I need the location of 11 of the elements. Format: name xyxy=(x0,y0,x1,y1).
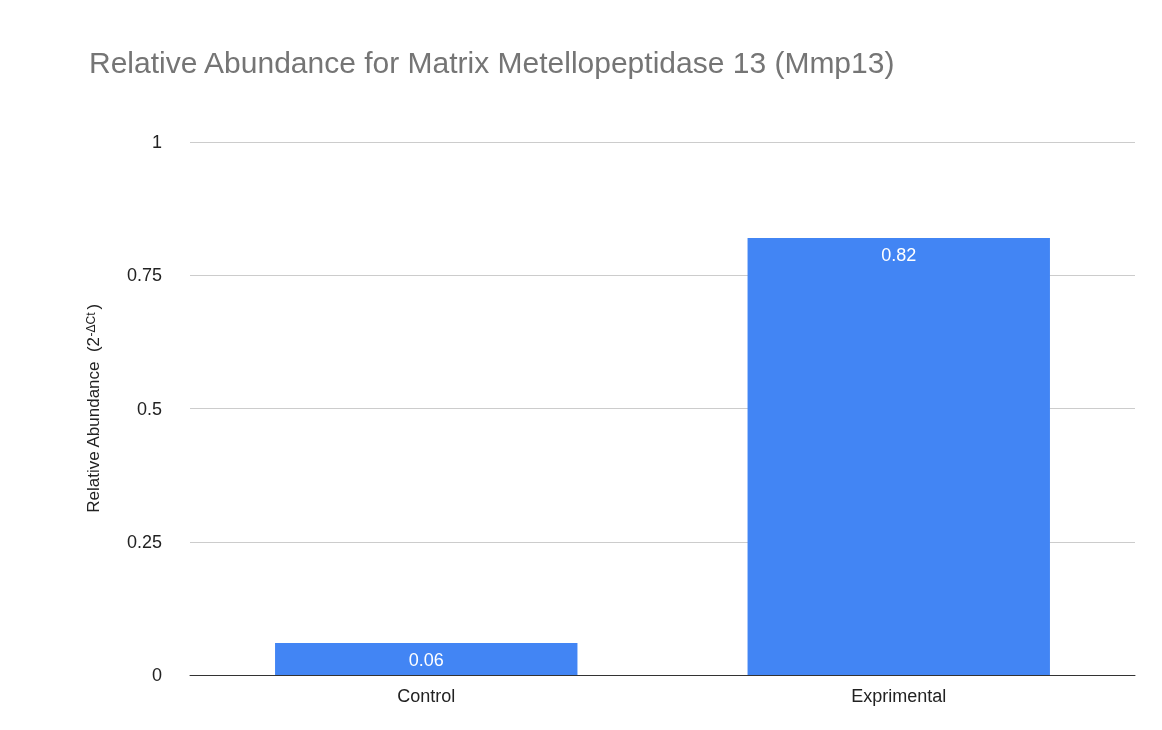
data-label: 0.06 xyxy=(408,650,444,671)
y-tick-label: 0.75 xyxy=(126,265,162,286)
data-label: 0.82 xyxy=(881,244,917,265)
x-tick-label: Exprimental xyxy=(851,686,947,706)
y-tick-label: 0 xyxy=(151,665,162,685)
y-tick-label: 0.25 xyxy=(126,531,162,552)
y-tick-label: 1 xyxy=(151,132,162,152)
y-tick-label: 0.5 xyxy=(136,398,162,419)
x-tick-label: Control xyxy=(397,686,456,706)
y-axis-title: Relative Abundance (2-ΔCt) xyxy=(84,303,103,513)
chart-title: Relative Abundance for Matrix Metellopeptidase 13 (Mmp13) xyxy=(89,45,895,79)
